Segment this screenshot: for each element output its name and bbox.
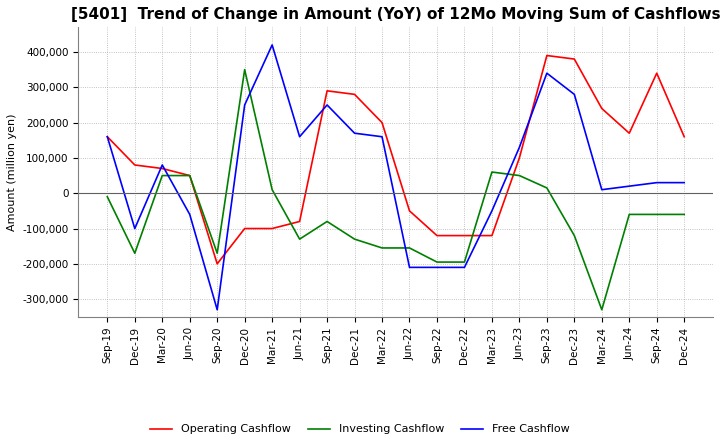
- Legend: Operating Cashflow, Investing Cashflow, Free Cashflow: Operating Cashflow, Investing Cashflow, …: [145, 420, 575, 439]
- Investing Cashflow: [323, 219, 331, 224]
- Free Cashflow: [625, 183, 634, 189]
- Free Cashflow: [680, 180, 688, 185]
- Operating Cashflow: [130, 162, 139, 168]
- Free Cashflow: [350, 131, 359, 136]
- Free Cashflow: [543, 70, 552, 76]
- Free Cashflow: [295, 134, 304, 139]
- Investing Cashflow: [598, 307, 606, 312]
- Operating Cashflow: [186, 173, 194, 178]
- Free Cashflow: [515, 145, 523, 150]
- Title: [5401]  Trend of Change in Amount (YoY) of 12Mo Moving Sum of Cashflows: [5401] Trend of Change in Amount (YoY) o…: [71, 7, 720, 22]
- Operating Cashflow: [213, 261, 222, 267]
- Investing Cashflow: [652, 212, 661, 217]
- Operating Cashflow: [460, 233, 469, 238]
- Investing Cashflow: [570, 233, 579, 238]
- Operating Cashflow: [570, 56, 579, 62]
- Free Cashflow: [460, 265, 469, 270]
- Investing Cashflow: [378, 246, 387, 251]
- Operating Cashflow: [543, 53, 552, 58]
- Line: Operating Cashflow: Operating Cashflow: [107, 55, 684, 264]
- Free Cashflow: [158, 162, 166, 168]
- Operating Cashflow: [652, 70, 661, 76]
- Operating Cashflow: [405, 208, 414, 213]
- Investing Cashflow: [295, 236, 304, 242]
- Y-axis label: Amount (million yen): Amount (million yen): [7, 113, 17, 231]
- Line: Free Cashflow: Free Cashflow: [107, 45, 684, 310]
- Investing Cashflow: [405, 246, 414, 251]
- Free Cashflow: [323, 103, 331, 108]
- Free Cashflow: [598, 187, 606, 192]
- Free Cashflow: [186, 212, 194, 217]
- Investing Cashflow: [515, 173, 523, 178]
- Investing Cashflow: [350, 236, 359, 242]
- Free Cashflow: [213, 307, 222, 312]
- Operating Cashflow: [515, 155, 523, 161]
- Operating Cashflow: [433, 233, 441, 238]
- Free Cashflow: [240, 103, 249, 108]
- Investing Cashflow: [680, 212, 688, 217]
- Investing Cashflow: [460, 260, 469, 265]
- Operating Cashflow: [487, 233, 496, 238]
- Investing Cashflow: [625, 212, 634, 217]
- Free Cashflow: [103, 134, 112, 139]
- Investing Cashflow: [543, 185, 552, 191]
- Operating Cashflow: [240, 226, 249, 231]
- Investing Cashflow: [130, 251, 139, 256]
- Investing Cashflow: [268, 187, 276, 192]
- Free Cashflow: [652, 180, 661, 185]
- Investing Cashflow: [158, 173, 166, 178]
- Free Cashflow: [130, 226, 139, 231]
- Free Cashflow: [405, 265, 414, 270]
- Operating Cashflow: [158, 166, 166, 171]
- Free Cashflow: [378, 134, 387, 139]
- Operating Cashflow: [350, 92, 359, 97]
- Operating Cashflow: [378, 120, 387, 125]
- Free Cashflow: [487, 208, 496, 213]
- Investing Cashflow: [213, 251, 222, 256]
- Operating Cashflow: [598, 106, 606, 111]
- Investing Cashflow: [103, 194, 112, 199]
- Free Cashflow: [268, 42, 276, 48]
- Investing Cashflow: [433, 260, 441, 265]
- Free Cashflow: [570, 92, 579, 97]
- Operating Cashflow: [680, 134, 688, 139]
- Operating Cashflow: [625, 131, 634, 136]
- Operating Cashflow: [268, 226, 276, 231]
- Operating Cashflow: [103, 134, 112, 139]
- Investing Cashflow: [487, 169, 496, 175]
- Investing Cashflow: [186, 173, 194, 178]
- Investing Cashflow: [240, 67, 249, 72]
- Operating Cashflow: [323, 88, 331, 93]
- Line: Investing Cashflow: Investing Cashflow: [107, 70, 684, 310]
- Operating Cashflow: [295, 219, 304, 224]
- Free Cashflow: [433, 265, 441, 270]
